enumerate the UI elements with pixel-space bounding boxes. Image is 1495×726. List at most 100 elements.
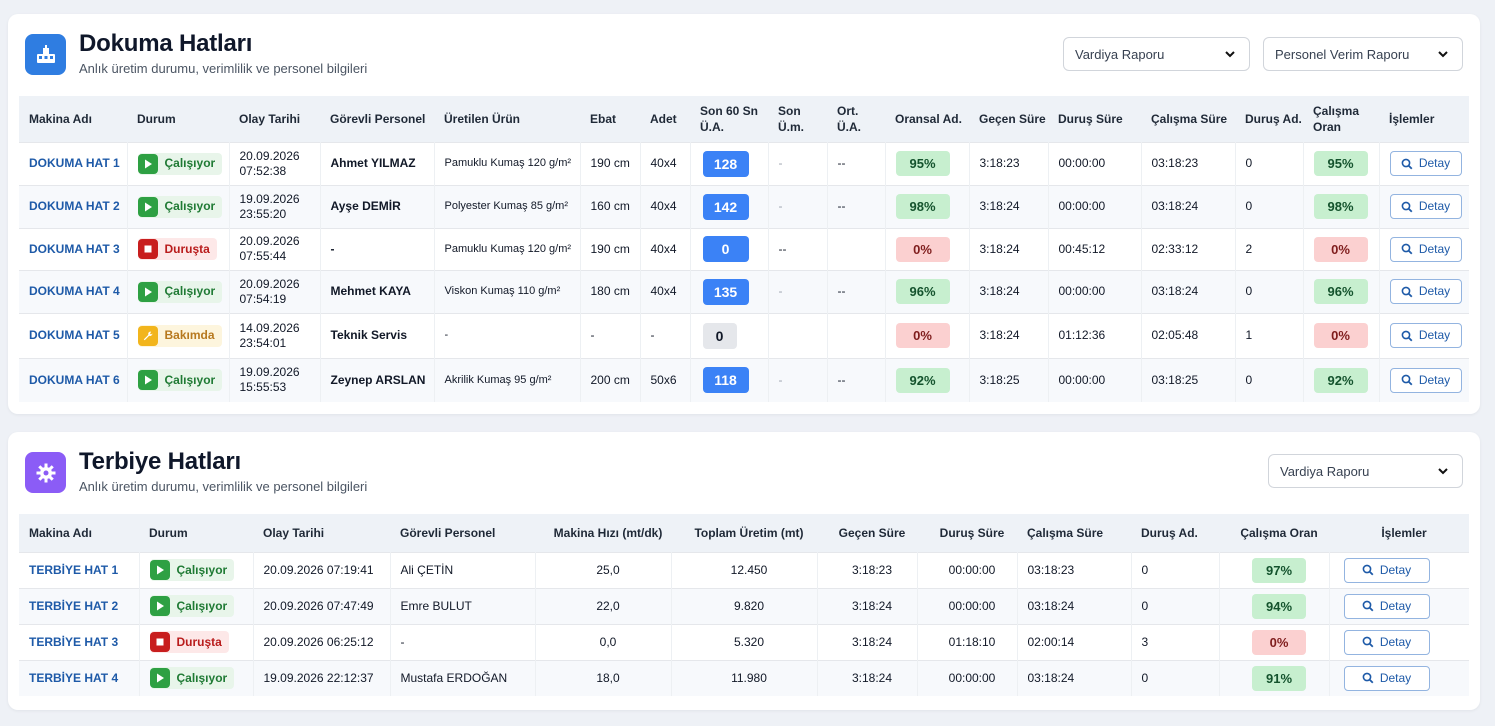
- size-cell: 200 cm: [580, 357, 641, 402]
- downtime-cell: 00:45:12: [1048, 227, 1142, 270]
- last-um: -: [778, 156, 783, 170]
- search-icon: [1401, 330, 1413, 341]
- status-badge: Duruşta: [137, 238, 217, 260]
- machine-name: DOKUMA HAT 3: [29, 241, 120, 256]
- proportional-cell: 92%: [885, 357, 970, 402]
- actions-cell: Detay: [1379, 312, 1469, 358]
- personel-report-select[interactable]: Personel Verim Raporu: [1263, 37, 1463, 71]
- avg-ua: --: [837, 199, 846, 213]
- machine-speed-cell: 22,0: [535, 587, 672, 624]
- last-um-cell: -: [768, 269, 828, 313]
- table-row[interactable]: DOKUMA HAT 2 Çalışıyor 19.09.2026 23:55:20 A…: [19, 184, 1469, 228]
- machine-name-cell: TERBİYE HAT 1: [19, 551, 140, 588]
- table-row[interactable]: TERBİYE HAT 2 Çalışıyor 20.09.2026 07:47:4…: [19, 587, 1469, 624]
- terbiye-vardiya-report-label: Vardiya Raporu: [1280, 463, 1370, 479]
- runtime-cell: 03:18:24: [1017, 587, 1132, 624]
- status-label: Çalışıyor: [164, 156, 216, 170]
- vardiya-report-label: Vardiya Raporu: [1075, 46, 1165, 62]
- play-icon: [156, 601, 164, 611]
- table-row[interactable]: DOKUMA HAT 1 Çalışıyor 20.09.2026 07:52:38 A…: [19, 141, 1469, 185]
- machine-name: DOKUMA HAT 4: [29, 284, 120, 298]
- event-time: 23:54:01: [239, 335, 287, 350]
- machine-speed: 25,0: [596, 562, 620, 577]
- status-cell: Çalışıyor: [139, 551, 254, 588]
- work-rate-cell: 95%: [1303, 141, 1380, 185]
- total-production: 12.450: [730, 562, 768, 577]
- size: 200 cm: [590, 372, 630, 387]
- personnel-cell: Emre BULUT: [390, 587, 536, 624]
- event-date: 20.09.2026: [239, 234, 300, 248]
- vardiya-report-select[interactable]: Vardiya Raporu: [1063, 37, 1250, 71]
- event-date: 20.09.2026 07:19:41: [263, 562, 374, 577]
- table-row[interactable]: DOKUMA HAT 6 Çalışıyor 19.09.2026 15:55:53 Z…: [19, 357, 1469, 402]
- terbiye-vardiya-report-select[interactable]: Vardiya Raporu: [1268, 454, 1463, 488]
- gear-icon: [25, 452, 66, 493]
- elapsed-cell: 3:18:24: [817, 659, 918, 696]
- last-um-cell: -: [768, 357, 828, 402]
- runtime: 03:18:25: [1151, 372, 1199, 387]
- event-date: 19.09.2026: [239, 365, 300, 380]
- column-header: Çalışma Oran: [1303, 96, 1379, 142]
- downtime-cell: 00:00:00: [1048, 184, 1142, 228]
- proportional-cell: 0%: [885, 312, 970, 358]
- stop-icon: [144, 245, 151, 253]
- status-icon-box: [149, 596, 170, 616]
- machine-name: TERBİYE HAT 3: [29, 634, 119, 649]
- status-cell: Duruşta: [139, 623, 254, 660]
- elapsed: 3:18:25: [979, 372, 1020, 387]
- last60-badge: 118: [702, 367, 749, 394]
- product: Pamuklu Kumaş 120 g/m²: [444, 157, 572, 169]
- dokuma-panel: Dokuma Hatları Anlık üretim durumu, veri…: [8, 14, 1480, 414]
- table-row[interactable]: TERBİYE HAT 4 Çalışıyor 19.09.2026 22:12:3…: [19, 659, 1469, 696]
- status-label: Çalışıyor: [164, 284, 216, 298]
- detail-button-label: Detay: [1379, 598, 1412, 613]
- table-row[interactable]: DOKUMA HAT 5 Bakımda 14.09.2026 23:54:01 Tek…: [19, 312, 1469, 358]
- detail-button[interactable]: Detay: [1343, 665, 1430, 691]
- count-cell: 50x6: [640, 357, 691, 402]
- play-icon: [156, 673, 164, 683]
- personnel-cell: -: [390, 623, 536, 660]
- detail-button[interactable]: Detay: [1389, 367, 1462, 393]
- detail-button[interactable]: Detay: [1389, 151, 1462, 176]
- elapsed-cell: 3:18:24: [817, 587, 918, 624]
- size-cell: 180 cm: [580, 269, 641, 313]
- detail-button-label: Detay: [1418, 284, 1451, 298]
- downtime-cell: 00:00:00: [917, 587, 1018, 624]
- event-date-cell: 19.09.2026 23:55:20: [229, 184, 321, 228]
- runtime: 02:00:14: [1027, 634, 1075, 649]
- downtime-cell: 00:00:00: [1048, 141, 1142, 185]
- column-header: Geçen Süre: [817, 514, 917, 552]
- detail-button[interactable]: Detay: [1343, 629, 1430, 655]
- factory-icon: [25, 34, 66, 75]
- elapsed: 3:18:24: [851, 670, 893, 685]
- detail-button[interactable]: Detay: [1389, 236, 1462, 262]
- proportional-badge: 98%: [895, 194, 950, 219]
- detail-button[interactable]: Detay: [1343, 557, 1430, 583]
- runtime: 03:18:24: [1151, 284, 1199, 298]
- table-row[interactable]: TERBİYE HAT 1 Çalışıyor 20.09.2026 07:19:4…: [19, 551, 1469, 588]
- table-row[interactable]: DOKUMA HAT 3 Duruşta 20.09.2026 07:55:44- Pa…: [19, 227, 1469, 270]
- terbiye-header: Terbiye Hatları Anlık üretim durumu, ver…: [8, 432, 1480, 512]
- detail-button[interactable]: Detay: [1389, 323, 1462, 348]
- column-header: Duruş Süre: [917, 514, 1017, 552]
- status-badge: Çalışıyor: [137, 369, 223, 392]
- table-row[interactable]: TERBİYE HAT 3 Duruşta 20.09.2026 06:25:12 -…: [19, 623, 1469, 660]
- stop-count: 0: [1141, 562, 1149, 577]
- work-rate-badge: 96%: [1313, 279, 1368, 304]
- status-badge: Duruşta: [149, 631, 229, 653]
- status-icon-box: [137, 153, 158, 174]
- detail-button[interactable]: Detay: [1343, 593, 1430, 619]
- product: -: [444, 329, 449, 341]
- proportional-cell: 98%: [885, 184, 970, 228]
- proportional-badge: 92%: [895, 367, 950, 393]
- column-header: Olay Tarihi: [229, 96, 320, 142]
- table-row[interactable]: DOKUMA HAT 4 Çalışıyor 20.09.2026 07:54:19 M…: [19, 269, 1469, 313]
- machine-speed-cell: 0,0: [535, 623, 672, 660]
- product: Viskon Kumaş 110 g/m²: [444, 285, 561, 297]
- avg-ua-cell: --: [827, 357, 886, 402]
- column-header: Son Ü.m.: [768, 96, 827, 142]
- last-um-cell: -: [768, 184, 828, 228]
- status-cell: Çalışıyor: [139, 659, 254, 696]
- detail-button[interactable]: Detay: [1389, 194, 1462, 219]
- detail-button[interactable]: Detay: [1389, 279, 1462, 304]
